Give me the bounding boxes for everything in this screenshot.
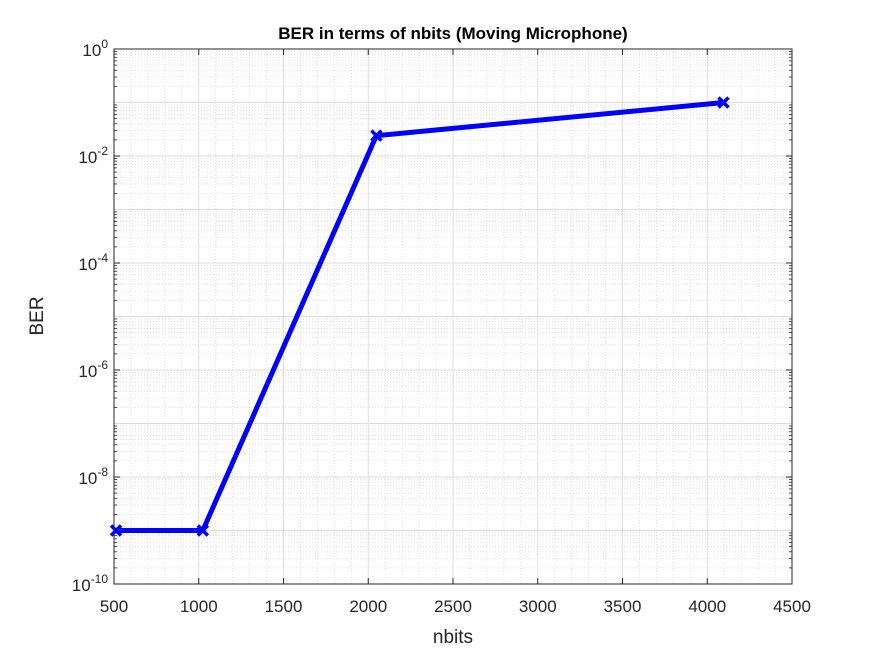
x-tick-label: 4500 <box>773 597 811 616</box>
y-tick-labels: 10-10 10-8 10-6 10-4 10-2 100 <box>72 37 109 595</box>
marker-stroke <box>370 129 383 142</box>
y-tick-label: 10-10 <box>72 572 109 595</box>
x-tick-label: 4000 <box>688 597 726 616</box>
marker-stroke <box>196 524 210 537</box>
data-point-marker <box>109 524 123 537</box>
y-tick-label: 10-2 <box>78 144 108 167</box>
data-point-marker <box>717 96 730 109</box>
x-tick-label: 2000 <box>349 597 387 616</box>
x-tick-labels: 500 1000 1500 2000 2500 3000 3500 4000 4500 <box>100 597 811 616</box>
marker-stroke <box>109 524 123 537</box>
x-tick-label: 3500 <box>604 597 642 616</box>
y-tick-label: 10-8 <box>78 465 108 488</box>
y-tick-label: 10-4 <box>78 251 108 274</box>
x-tick-label: 1500 <box>265 597 303 616</box>
series-layer <box>109 96 730 537</box>
chart-title: BER in terms of nbits (Moving Microphone… <box>278 24 627 43</box>
axis-ticks <box>113 48 793 585</box>
x-tick-label: 2500 <box>434 597 472 616</box>
x-axis-label: nbits <box>433 627 473 648</box>
y-tick-label: 10-6 <box>78 358 108 381</box>
marker-stroke <box>717 96 730 109</box>
series-line <box>113 100 727 533</box>
x-tick-label: 500 <box>100 597 128 616</box>
x-tick-label: 3000 <box>519 597 557 616</box>
x-tick-label: 1000 <box>180 597 218 616</box>
y-axis-label: BER <box>27 296 48 335</box>
data-point-marker <box>196 524 210 537</box>
y-tick-label: 100 <box>82 37 108 60</box>
data-point-marker <box>370 129 383 142</box>
